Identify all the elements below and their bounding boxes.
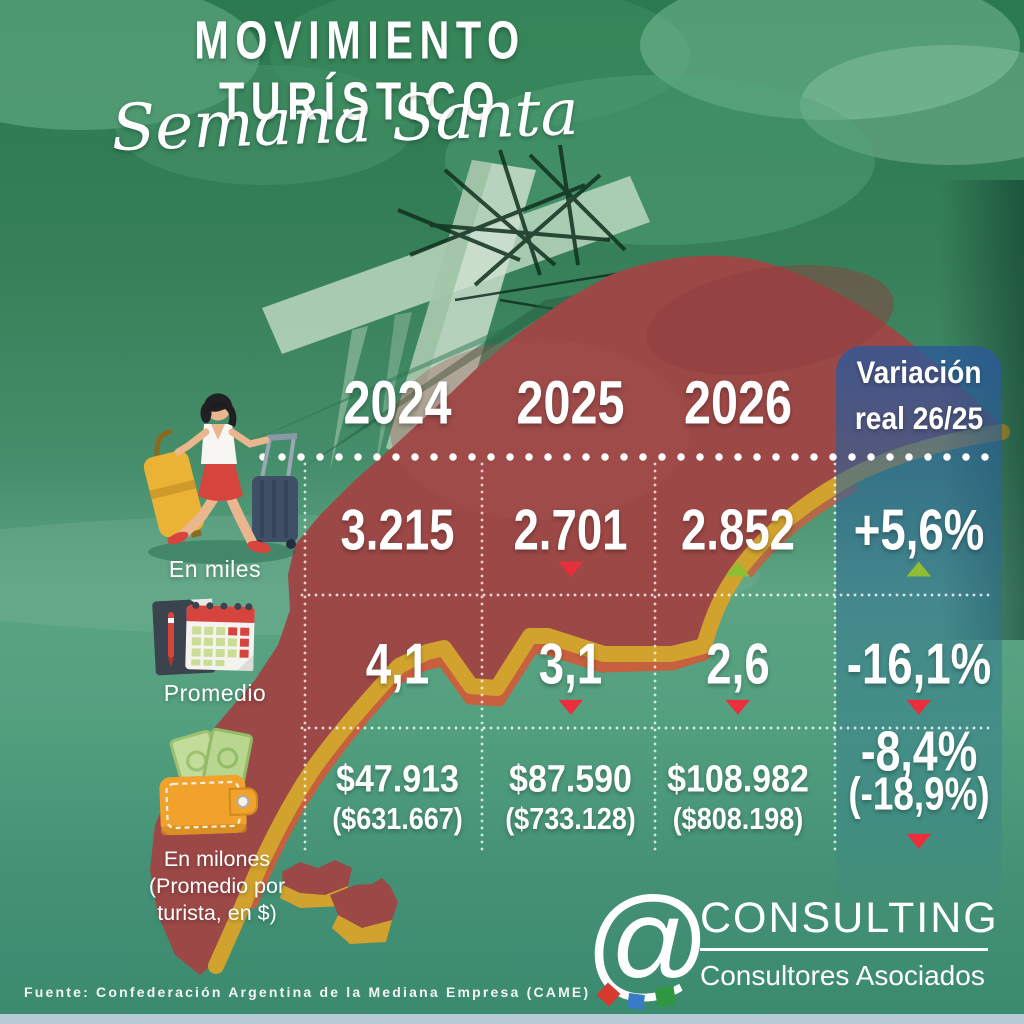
year-header-2024: 2024	[343, 368, 452, 438]
cell-en-milones-2024: $47.913	[336, 757, 459, 801]
row-label-promedio: Promedio	[163, 680, 267, 706]
suitcase-icon	[252, 433, 298, 550]
year-header-2026: 2026	[684, 368, 792, 438]
bottom-strip	[0, 1014, 1024, 1024]
cell-promedio-2024: 4,1	[365, 631, 430, 696]
cell-promedio-variacion: -16,1%	[846, 631, 992, 696]
cell-en-miles-variacion: +5,6%	[853, 497, 985, 562]
row-label-en-miles: En miles	[168, 556, 262, 582]
cell-en-milones-2025-sub: ($733.128)	[505, 802, 636, 836]
trend-up-icon: ▲	[898, 554, 940, 583]
cell-promedio-2025: 3,1	[538, 631, 603, 696]
header-dotted-separator	[258, 452, 990, 462]
cell-en-milones-variacion: -8,4%	[860, 719, 978, 783]
cell-promedio-2026: 2,6	[706, 631, 770, 696]
variacion-column-overlay	[836, 346, 1002, 912]
trend-up-icon: ▲	[717, 554, 759, 583]
page-title: MOVIMIENTO TURÍSTICO	[194, 11, 526, 132]
column-dotted-separator	[480, 462, 484, 852]
row-label-en-milones: En milones (Promedio por turista, en $)	[148, 847, 286, 925]
variacion-header: Variación real 26/25	[854, 355, 984, 437]
logo-blue-square-icon	[627, 992, 645, 1011]
year-header-2025: 2025	[516, 368, 625, 438]
cell-en-miles-2026: 2.852	[680, 497, 796, 562]
cell-en-milones-2026-sub: ($808.198)	[672, 802, 804, 836]
trend-down-icon: ▼	[549, 692, 592, 721]
column-dotted-separator	[833, 462, 837, 852]
trend-down-icon: ▼	[898, 826, 940, 855]
logo-name: CONSULTING	[700, 894, 999, 942]
traveler-icon	[143, 393, 298, 564]
source-note: Fuente: Confederación Argentina de la Me…	[24, 984, 591, 1000]
cell-en-milones-2026: $108.982	[667, 757, 809, 801]
thorn-crown-icon	[397, 144, 641, 322]
column-dotted-separator	[653, 462, 657, 852]
woman-figure	[167, 393, 271, 554]
cell-en-miles-2025: 2.701	[513, 497, 628, 562]
cell-en-milones-2025: $87.590	[509, 757, 632, 801]
row-dotted-separator	[300, 726, 990, 730]
island-shapes	[280, 860, 398, 944]
cell-en-miles-2024: 3.215	[340, 497, 455, 562]
row-dotted-separator	[300, 593, 990, 597]
trend-down-icon: ▼	[717, 692, 759, 721]
logo-tagline: Consultores Asociados	[700, 960, 985, 991]
cell-en-milones-variacion-sub: (-18,9%)	[848, 769, 990, 821]
trend-down-icon: ▼	[549, 554, 592, 583]
column-dotted-separator	[303, 462, 307, 852]
cell-en-milones-2024-sub: ($631.667)	[332, 802, 463, 836]
logo-divider	[700, 948, 988, 951]
trend-down-icon: ▼	[898, 692, 940, 721]
logo-green-square-icon	[654, 985, 677, 1008]
wallet-icon	[159, 727, 259, 836]
calendar-icon	[152, 598, 255, 676]
